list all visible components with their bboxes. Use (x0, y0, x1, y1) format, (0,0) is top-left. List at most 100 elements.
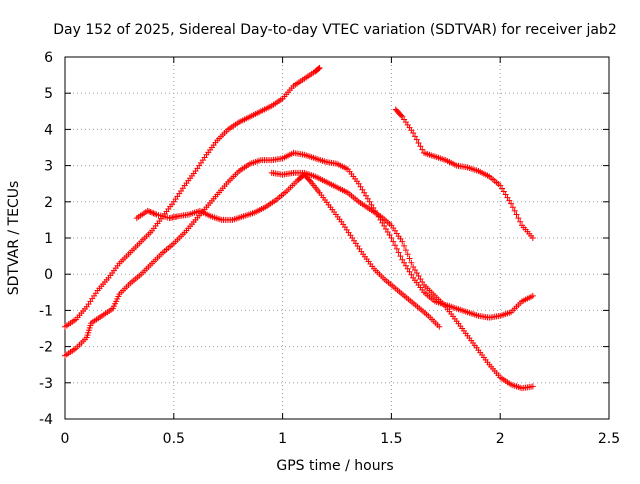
data-point (408, 271, 415, 278)
x-tick-label: 0.5 (163, 431, 185, 447)
data-point (399, 238, 406, 245)
data-point (508, 200, 515, 207)
data-point (406, 268, 413, 275)
y-tick-label: 1 (44, 231, 53, 247)
data-point (410, 263, 417, 270)
data-point (390, 238, 397, 245)
y-tick-label: -1 (39, 303, 53, 319)
data-point (361, 189, 368, 196)
y-tick-labels: -4 -3 -2 -1 0 1 2 3 4 5 6 (39, 50, 53, 428)
data-point (388, 235, 395, 241)
data-point (399, 256, 406, 263)
data-point (415, 139, 422, 146)
data-point (529, 292, 536, 299)
data-point (500, 188, 507, 195)
data-point (408, 259, 415, 266)
x-tick-label: 1 (278, 431, 287, 447)
data-point (146, 208, 153, 215)
data-point (151, 210, 158, 217)
series-track-5 (392, 106, 536, 241)
data-point (419, 279, 426, 286)
data-point (395, 249, 402, 256)
y-tick-label: 3 (44, 159, 53, 175)
x-tick-labels: 0 0.5 1 1.5 2 2.5 (61, 431, 621, 447)
data-point (419, 146, 426, 153)
y-tick-label: 2 (44, 195, 53, 211)
data-point (392, 242, 399, 249)
y-tick-label: -4 (39, 412, 53, 428)
data-point (357, 183, 364, 190)
plot-frame (64, 56, 610, 420)
x-tick-label: 2 (496, 431, 505, 447)
data-point (410, 130, 417, 137)
data-point (417, 143, 424, 150)
data-point (499, 185, 506, 192)
data-point (393, 245, 400, 252)
data-point (515, 215, 522, 222)
x-tick-label: 1.5 (380, 431, 402, 447)
data-point (417, 276, 424, 283)
data-point (502, 191, 509, 198)
data-point (517, 218, 524, 225)
data-point (506, 197, 513, 204)
data-point (150, 210, 157, 217)
data-point (401, 259, 408, 266)
series-track-1 (62, 64, 323, 330)
grid (65, 57, 609, 419)
x-tick-label: 2.5 (598, 431, 620, 447)
data-point (364, 195, 371, 202)
data-point (415, 273, 422, 280)
data-point (366, 198, 373, 205)
data-point (382, 225, 389, 232)
series-track-3 (133, 171, 443, 330)
y-tick-label: 4 (44, 122, 53, 138)
data-point (397, 253, 404, 260)
data-point (306, 177, 313, 184)
data-point (359, 186, 366, 193)
data-point (411, 133, 418, 140)
data-point (404, 251, 411, 258)
data-point (504, 194, 511, 201)
data-point (144, 207, 151, 214)
y-tick-label: -3 (39, 376, 53, 392)
data-point (436, 323, 443, 330)
data-point (513, 211, 520, 218)
data-point (411, 266, 418, 273)
data-point (406, 255, 413, 262)
data-point (529, 235, 536, 241)
y-axis-title: SDTVAR / TECUs (6, 181, 22, 296)
series-track-4 (268, 169, 536, 392)
data-point (402, 262, 409, 269)
data-point (363, 192, 370, 199)
data-point (316, 64, 323, 71)
series-track-2 (62, 149, 536, 359)
y-tick-label: 0 (44, 267, 53, 283)
data-point (398, 112, 405, 119)
chart-title: Day 152 of 2025, Sidereal Day-to-day VTE… (53, 22, 616, 38)
data-point (149, 209, 156, 216)
x-tick-label: 0 (61, 431, 70, 447)
y-tick-label: -2 (39, 340, 53, 356)
data-point (147, 209, 154, 216)
data-point (401, 242, 408, 249)
data-point (384, 228, 391, 235)
data-marks (62, 64, 536, 392)
data-point (381, 222, 388, 229)
y-tick-label: 6 (44, 50, 53, 66)
data-point (315, 66, 322, 73)
data-point (529, 383, 536, 390)
data-point (404, 265, 411, 272)
x-axis-title: GPS time / hours (276, 458, 393, 474)
y-tick-label: 5 (44, 86, 53, 102)
data-point (413, 269, 420, 276)
data-point (355, 180, 362, 187)
data-point (509, 204, 516, 211)
data-point (497, 182, 504, 189)
data-point (413, 136, 420, 143)
data-point (368, 201, 375, 208)
data-point (386, 231, 393, 238)
data-point (402, 247, 409, 254)
data-point (379, 219, 386, 226)
data-point (511, 207, 518, 214)
